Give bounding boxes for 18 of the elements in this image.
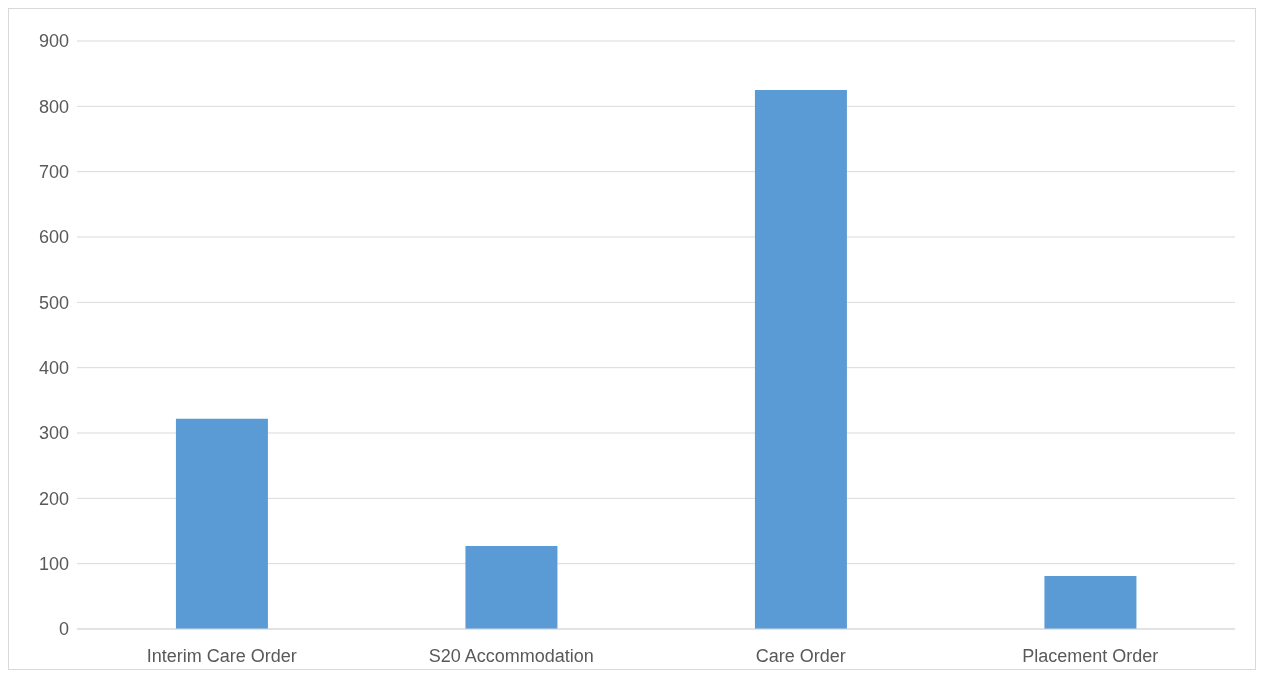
y-tick-label: 600 bbox=[38, 227, 69, 248]
x-tick-label: S20 Accommodation bbox=[428, 645, 594, 666]
x-tick-label: Placement Order bbox=[1022, 645, 1159, 666]
y-tick-label: 900 bbox=[38, 31, 69, 52]
x-tick-label: Care Order bbox=[755, 645, 846, 666]
y-tick-label: 0 bbox=[58, 619, 69, 640]
bar bbox=[754, 90, 847, 629]
y-tick-label: 700 bbox=[38, 162, 69, 183]
y-tick-label: 800 bbox=[38, 96, 69, 117]
y-tick-label: 200 bbox=[38, 488, 69, 509]
x-tick-label: Interim Care Order bbox=[146, 645, 297, 666]
bar bbox=[1044, 576, 1137, 629]
y-tick-label: 500 bbox=[38, 292, 69, 313]
bar bbox=[465, 546, 558, 629]
y-tick-label: 400 bbox=[38, 358, 69, 379]
y-tick-label: 300 bbox=[38, 423, 69, 444]
bar bbox=[175, 418, 268, 629]
y-tick-label: 100 bbox=[38, 554, 69, 575]
